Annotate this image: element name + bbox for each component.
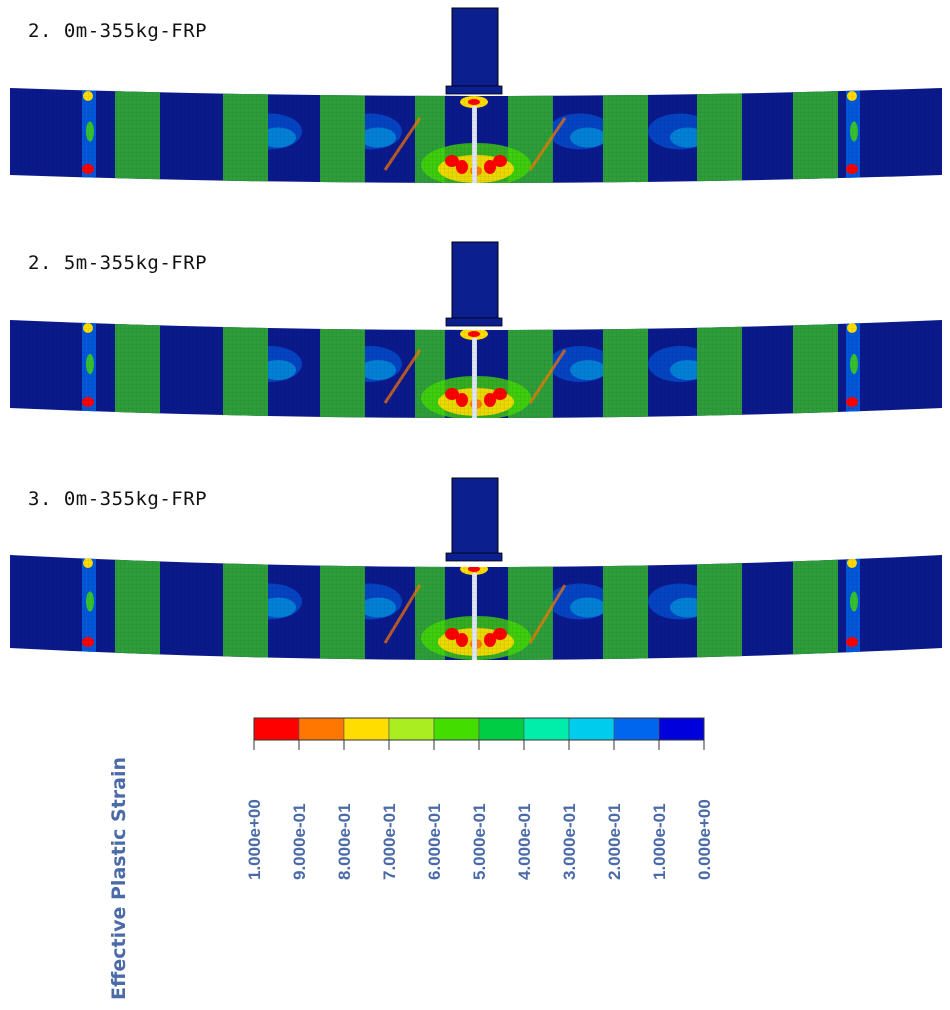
- legend-tick-label: 0.000e+00: [695, 799, 714, 880]
- beam-panel-2: [10, 241, 942, 418]
- legend-tick-label: 2.000e-01: [605, 803, 624, 880]
- legend-tick-label: 5.000e-01: [470, 803, 489, 880]
- case-label-1: 2. 0m-355kg-FRP: [28, 20, 208, 42]
- legend-swatch: [388, 717, 435, 741]
- legend-swatch: [253, 717, 300, 741]
- beam-panels: [10, 7, 942, 660]
- legend-swatch: [613, 717, 660, 741]
- mesh-overlay: [10, 320, 942, 418]
- legend-tick-label: 3.000e-01: [560, 803, 579, 880]
- loading-plate: [445, 85, 503, 95]
- legend-color-bar: [253, 717, 705, 750]
- legend-tick-label: 1.000e-01: [650, 803, 669, 880]
- legend-tick-label: 7.000e-01: [380, 803, 399, 880]
- case-label-2: 2. 5m-355kg-FRP: [28, 252, 208, 274]
- legend-swatch: [568, 717, 615, 741]
- legend-swatch: [433, 717, 480, 741]
- mesh-overlay: [10, 88, 942, 183]
- impactor: [451, 7, 499, 91]
- legend-tick-label: 9.000e-01: [290, 803, 309, 880]
- loading-plate: [445, 317, 503, 327]
- legend-tick-label: 8.000e-01: [335, 803, 354, 880]
- legend-tick-label: 6.000e-01: [425, 803, 444, 880]
- mesh-overlay: [10, 555, 942, 660]
- legend-tick-label: 1.000e+00: [245, 799, 264, 880]
- legend-swatch: [658, 717, 705, 741]
- impactor: [451, 241, 499, 323]
- impactor: [451, 477, 499, 557]
- legend-swatch: [523, 717, 570, 741]
- legend-swatch: [343, 717, 390, 741]
- loading-plate: [445, 552, 503, 562]
- legend-title: Effective Plastic Strain: [108, 756, 130, 1000]
- beam-panel-1: [10, 7, 942, 183]
- beam-panel-3: [10, 477, 942, 660]
- case-label-3: 3. 0m-355kg-FRP: [28, 488, 208, 510]
- legend-tick-label: 4.000e-01: [515, 803, 534, 880]
- legend-swatch: [478, 717, 525, 741]
- legend-swatch: [298, 717, 345, 741]
